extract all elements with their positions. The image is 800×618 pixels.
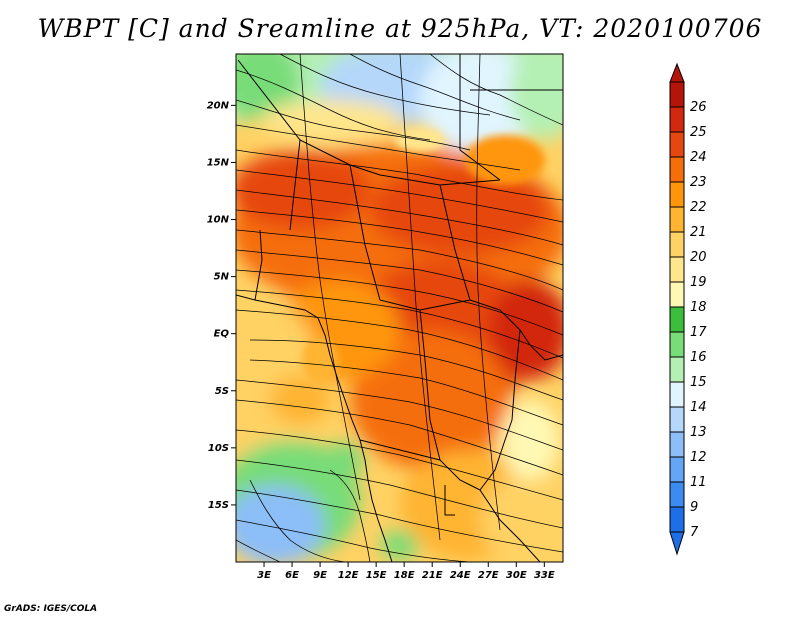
colorbar-label: 21 bbox=[690, 225, 707, 240]
lat-tick-label: 10S bbox=[208, 443, 229, 454]
colorbar-swatch bbox=[669, 256, 685, 283]
map-frame bbox=[235, 53, 564, 563]
colorbar-label: 12 bbox=[690, 450, 707, 465]
lat-tick-label: 5S bbox=[215, 386, 229, 397]
colorbar-label: 19 bbox=[690, 275, 707, 290]
colorbar-label: 18 bbox=[690, 300, 707, 315]
colorbar-label: 15 bbox=[690, 375, 707, 390]
colorbar-swatch bbox=[669, 481, 685, 508]
colorbar-swatch bbox=[669, 281, 685, 308]
colorbar-swatch bbox=[669, 506, 685, 533]
colorbar-swatch bbox=[669, 106, 685, 133]
colorbar-label: 25 bbox=[690, 125, 707, 140]
colorbar-swatch bbox=[669, 81, 685, 108]
lon-tick-label: 15E bbox=[366, 570, 387, 581]
colorbar-label: 13 bbox=[690, 425, 707, 440]
lat-tick-label: 20N bbox=[207, 100, 230, 111]
lat-tick-label: 15S bbox=[208, 500, 229, 511]
lat-axis: 20N 15N 10N 5N EQ 5S 10S 15S bbox=[207, 100, 236, 511]
colorbar-swatch bbox=[669, 406, 685, 433]
colorbar-swatch bbox=[669, 231, 685, 258]
lon-tick-label: 27E bbox=[478, 570, 499, 581]
chart-title: WBPT [C] and Sreamline at 925hPa, VT: 20… bbox=[37, 14, 763, 43]
lon-tick-label: 9E bbox=[313, 570, 327, 581]
colorbar-swatch bbox=[669, 181, 685, 208]
colorbar-swatch bbox=[669, 381, 685, 408]
lat-tick-label: EQ bbox=[214, 329, 230, 340]
colorbar-label: 26 bbox=[690, 100, 707, 115]
colorbar-swatch bbox=[669, 206, 685, 233]
lon-tick-label: 18E bbox=[394, 570, 415, 581]
colorbar-min-arrow bbox=[669, 531, 685, 556]
colorbar-label: 14 bbox=[690, 400, 707, 415]
colorbar-label: 17 bbox=[690, 325, 707, 340]
colorbar-swatch bbox=[669, 131, 685, 158]
lon-tick-label: 24E bbox=[450, 570, 471, 581]
lat-tick-label: 10N bbox=[207, 215, 230, 226]
lon-axis: 3E 6E 9E 12E 15E 18E 21E 24E 27E 30E 33E bbox=[257, 562, 555, 581]
colorbar-swatch bbox=[669, 156, 685, 183]
lon-tick-label: 30E bbox=[506, 570, 527, 581]
colorbar-swatch bbox=[669, 306, 685, 333]
colorbar-label: 20 bbox=[690, 250, 707, 265]
colorbar-swatch bbox=[669, 331, 685, 358]
colorbar-label: 7 bbox=[690, 525, 699, 540]
credit-text: GrADS: IGES/COLA bbox=[4, 604, 98, 614]
colorbar-label: 24 bbox=[690, 150, 707, 165]
colorbar-swatch bbox=[669, 431, 685, 458]
lon-tick-label: 21E bbox=[422, 570, 443, 581]
colorbar-swatch bbox=[669, 456, 685, 483]
colorbar: 7 9 11 12 13 14 15 16 17 18 19 20 21 22 23 24 25 26 bbox=[669, 62, 707, 556]
borders bbox=[236, 54, 563, 562]
colorbar-label: 22 bbox=[690, 200, 707, 215]
streamlines bbox=[236, 54, 563, 562]
lon-tick-label: 6E bbox=[285, 570, 299, 581]
lon-tick-label: 3E bbox=[257, 570, 271, 581]
colorbar-swatch bbox=[669, 356, 685, 383]
colorbar-label: 23 bbox=[690, 175, 707, 190]
lon-tick-label: 12E bbox=[338, 570, 359, 581]
colorbar-label: 11 bbox=[690, 475, 707, 490]
lon-tick-label: 33E bbox=[534, 570, 555, 581]
colorbar-max-arrow bbox=[669, 62, 685, 83]
colorbar-label: 9 bbox=[690, 500, 698, 515]
lat-tick-label: 5N bbox=[214, 272, 230, 283]
colorbar-label: 16 bbox=[690, 350, 707, 365]
lat-tick-label: 15N bbox=[207, 157, 230, 168]
